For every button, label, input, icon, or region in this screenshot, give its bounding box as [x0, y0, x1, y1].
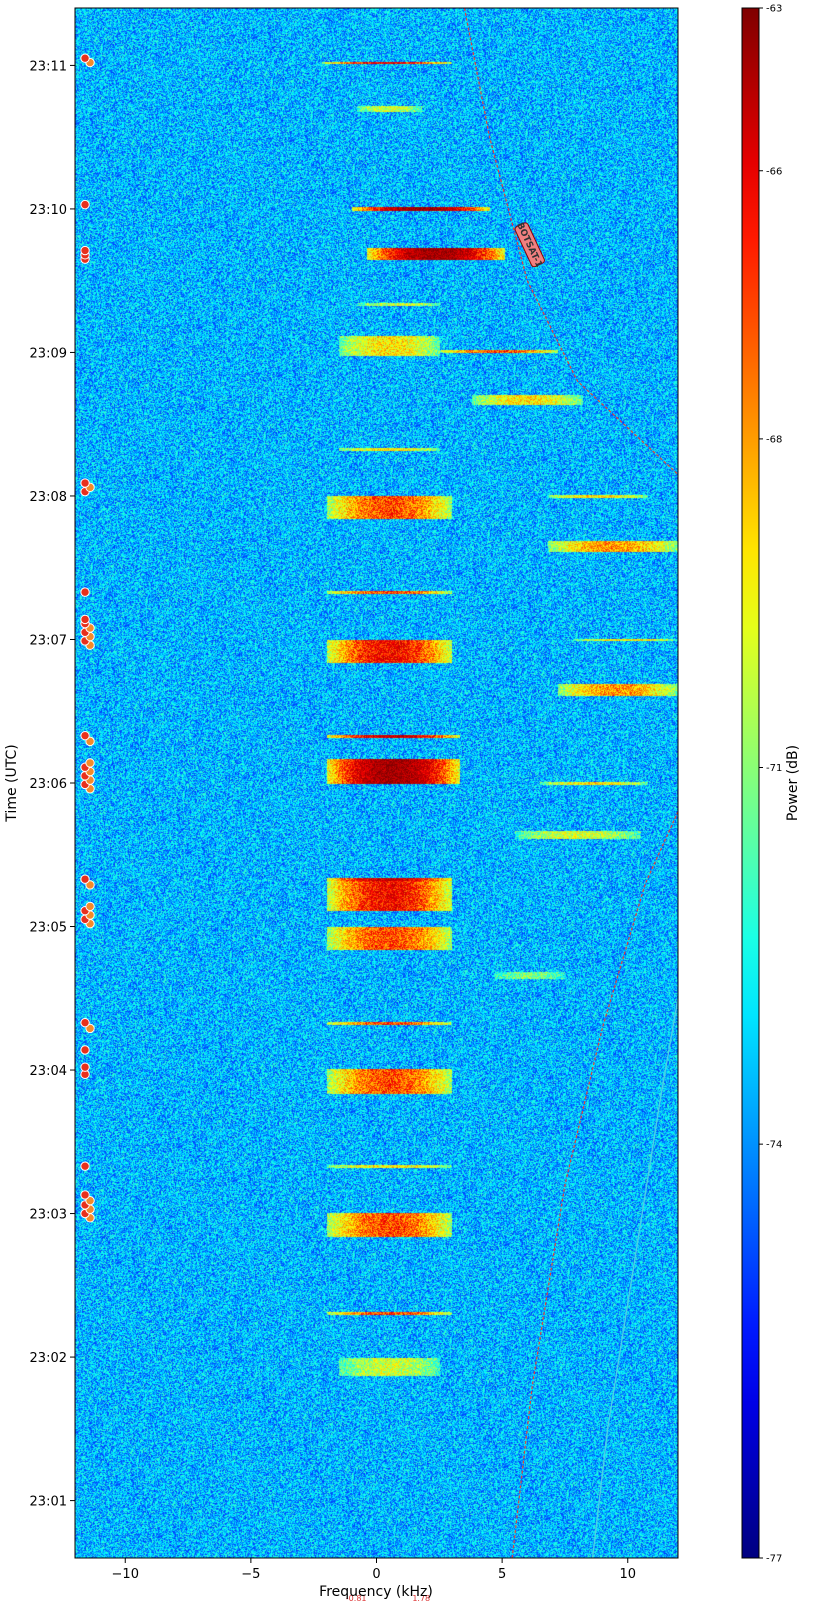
x-tick-label: 5 [498, 1567, 506, 1582]
y-tick-label: 23:06 [30, 777, 67, 792]
x-tick-label: −10 [112, 1567, 139, 1582]
colorbar: -63 -66 -68 -71 -74 -77 Power (dB) [741, 4, 801, 1565]
x-tick-label: 10 [619, 1567, 636, 1582]
detection-markers [80, 53, 95, 1223]
satellite-track-upper [463, 8, 678, 475]
colorbar-ticks: -63 -66 -68 -71 -74 -77 [759, 4, 782, 1565]
detection-marker [85, 901, 95, 912]
detection-marker [80, 730, 90, 741]
frequency-mark-label: -0.81 [346, 1594, 367, 1603]
detection-marker [80, 478, 90, 488]
detection-marker [80, 245, 90, 256]
y-axis-label: Time (UTC) [4, 744, 20, 822]
x-axis: −10 −5 0 5 10 -0.81 1.78 [112, 1558, 636, 1603]
overlay-layer [463, 8, 678, 1558]
detection-marker [80, 1045, 90, 1055]
y-tick-label: 23:08 [30, 490, 67, 505]
y-tick-label: 23:05 [30, 921, 67, 936]
colorbar-label: Power (dB) [785, 745, 801, 821]
satellite-label-box [514, 222, 545, 268]
spectrogram-canvas [75, 8, 678, 1558]
colorbar-tick-label: -71 [766, 763, 782, 774]
detection-marker [80, 1017, 90, 1028]
x-axis-label: Frequency (kHz) [319, 1584, 433, 1600]
detection-marker [80, 1161, 90, 1171]
faint-track [591, 998, 678, 1558]
detection-marker [80, 1190, 90, 1200]
x-tick-label: 0 [372, 1567, 380, 1582]
colorbar-tick-label: -68 [766, 434, 782, 445]
detection-marker [85, 758, 95, 768]
y-tick-label: 23:07 [30, 633, 67, 648]
y-tick-label: 23:04 [30, 1064, 67, 1079]
detection-marker [80, 614, 90, 625]
colorbar-tick-label: -63 [766, 4, 782, 15]
y-axis: 23:01 23:02 23:03 23:04 23:05 23:06 23:07 23:08… [30, 59, 75, 1510]
colorbar-bar [741, 7, 760, 1559]
spectrogram-image-holder [75, 8, 678, 1558]
frequency-mark-label: 1.78 [412, 1594, 430, 1603]
y-tick-label: 23:01 [30, 1495, 67, 1510]
y-tick-label: 23:10 [30, 203, 67, 218]
colorbar-tick-label: -66 [766, 166, 782, 177]
y-tick-label: 23:09 [30, 346, 67, 361]
x-tick-label: −5 [241, 1567, 260, 1582]
colorbar-tick-label: -77 [766, 1554, 782, 1565]
detection-marker [80, 199, 90, 210]
detection-marker [80, 53, 90, 63]
detection-marker [80, 1062, 90, 1072]
detection-marker [80, 587, 90, 597]
y-tick-label: 23:02 [30, 1351, 67, 1366]
satellite-track-lower [511, 811, 678, 1558]
y-tick-label: 23:11 [30, 59, 67, 74]
spectrogram-plot: BOTSAT-1 [74, 7, 679, 1559]
y-tick-label: 23:03 [30, 1208, 67, 1223]
detection-marker [80, 874, 90, 884]
colorbar-tick-label: -74 [766, 1140, 782, 1151]
